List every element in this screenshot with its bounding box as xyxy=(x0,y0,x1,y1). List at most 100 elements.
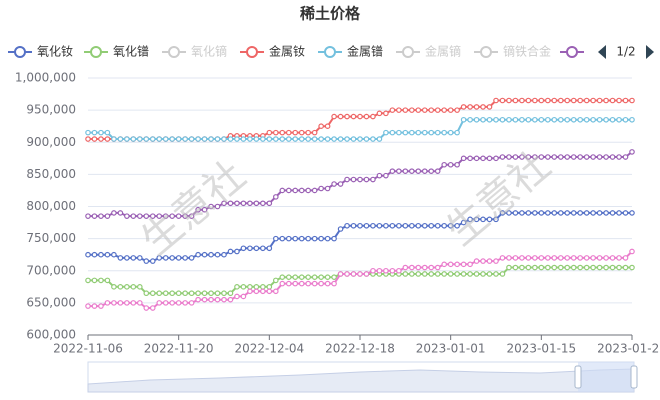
point xyxy=(117,284,124,290)
point xyxy=(564,264,571,271)
point xyxy=(247,284,253,290)
point xyxy=(460,261,467,268)
point xyxy=(344,113,350,120)
point xyxy=(253,245,260,252)
point xyxy=(538,255,545,261)
point xyxy=(499,210,506,216)
point xyxy=(124,136,130,142)
point xyxy=(525,97,532,104)
point xyxy=(402,222,409,229)
point xyxy=(551,116,558,123)
point xyxy=(234,136,240,142)
point xyxy=(279,235,286,242)
point xyxy=(590,255,596,261)
point xyxy=(603,255,609,261)
point xyxy=(221,136,227,142)
point xyxy=(532,97,538,104)
point xyxy=(590,210,596,216)
point xyxy=(240,245,247,252)
zoom-handle[interactable] xyxy=(630,365,638,389)
legend-item[interactable]: 金属镨 xyxy=(318,44,383,59)
point xyxy=(273,136,279,142)
chart-title: 稀土价格 xyxy=(300,5,361,23)
point xyxy=(311,274,318,280)
point xyxy=(260,245,266,252)
legend-prev[interactable] xyxy=(598,45,606,59)
point xyxy=(117,136,124,142)
data-zoom[interactable] xyxy=(87,361,638,393)
legend-icon xyxy=(402,46,414,58)
point xyxy=(434,168,441,174)
point xyxy=(389,222,396,229)
legend-item[interactable]: 金属镝 xyxy=(396,44,461,59)
point xyxy=(188,300,195,306)
point xyxy=(506,210,512,216)
legend-item[interactable]: 金属钕 xyxy=(240,44,305,59)
point xyxy=(111,300,117,306)
point xyxy=(305,280,311,287)
point xyxy=(557,210,564,216)
point xyxy=(493,97,499,104)
point xyxy=(441,161,447,168)
point xyxy=(195,136,201,142)
point xyxy=(596,264,603,271)
point xyxy=(279,129,286,136)
legend-next[interactable] xyxy=(646,45,654,59)
zoom-handle[interactable] xyxy=(574,365,582,389)
point xyxy=(629,149,635,155)
point xyxy=(467,216,473,223)
point xyxy=(85,213,91,219)
point xyxy=(570,210,577,216)
point xyxy=(389,267,396,274)
legend-label: 氧化钕 xyxy=(37,44,73,59)
point xyxy=(525,210,532,216)
point xyxy=(557,255,564,261)
legend-item[interactable] xyxy=(560,46,584,58)
point xyxy=(331,113,337,120)
zoom-window[interactable] xyxy=(578,362,634,392)
point xyxy=(260,200,266,207)
point xyxy=(629,116,635,123)
point xyxy=(441,222,447,229)
legend-item[interactable]: 氧化镨 xyxy=(84,44,149,59)
point xyxy=(124,300,130,306)
point xyxy=(583,116,590,123)
point xyxy=(324,280,331,287)
legend-item[interactable]: 氧化钕 xyxy=(8,44,73,59)
point xyxy=(428,264,435,271)
point xyxy=(318,280,324,287)
point xyxy=(273,235,279,242)
point xyxy=(460,219,467,226)
point xyxy=(111,136,117,142)
point xyxy=(162,290,169,297)
x-tick-label: 2022-11-06 xyxy=(53,342,123,356)
point xyxy=(557,154,564,160)
point xyxy=(480,216,486,223)
point xyxy=(415,222,422,229)
point xyxy=(596,116,603,123)
point xyxy=(182,136,188,142)
point xyxy=(363,271,370,277)
point xyxy=(409,129,415,136)
point xyxy=(538,210,545,216)
point xyxy=(525,255,532,261)
point xyxy=(415,264,422,271)
point xyxy=(564,255,571,261)
point xyxy=(538,264,545,271)
point xyxy=(396,129,402,136)
point xyxy=(214,203,221,210)
point xyxy=(162,136,169,142)
point xyxy=(441,107,447,113)
legend-item[interactable]: 镝铁合金 xyxy=(474,44,551,59)
legend-item[interactable]: 氧化镝 xyxy=(162,44,227,59)
point xyxy=(331,136,337,142)
point xyxy=(285,136,292,142)
point xyxy=(525,264,532,271)
point xyxy=(305,136,311,142)
point xyxy=(234,293,240,300)
point xyxy=(175,300,182,306)
point xyxy=(292,187,299,194)
point xyxy=(221,296,227,303)
point xyxy=(486,104,493,110)
point xyxy=(428,168,435,174)
